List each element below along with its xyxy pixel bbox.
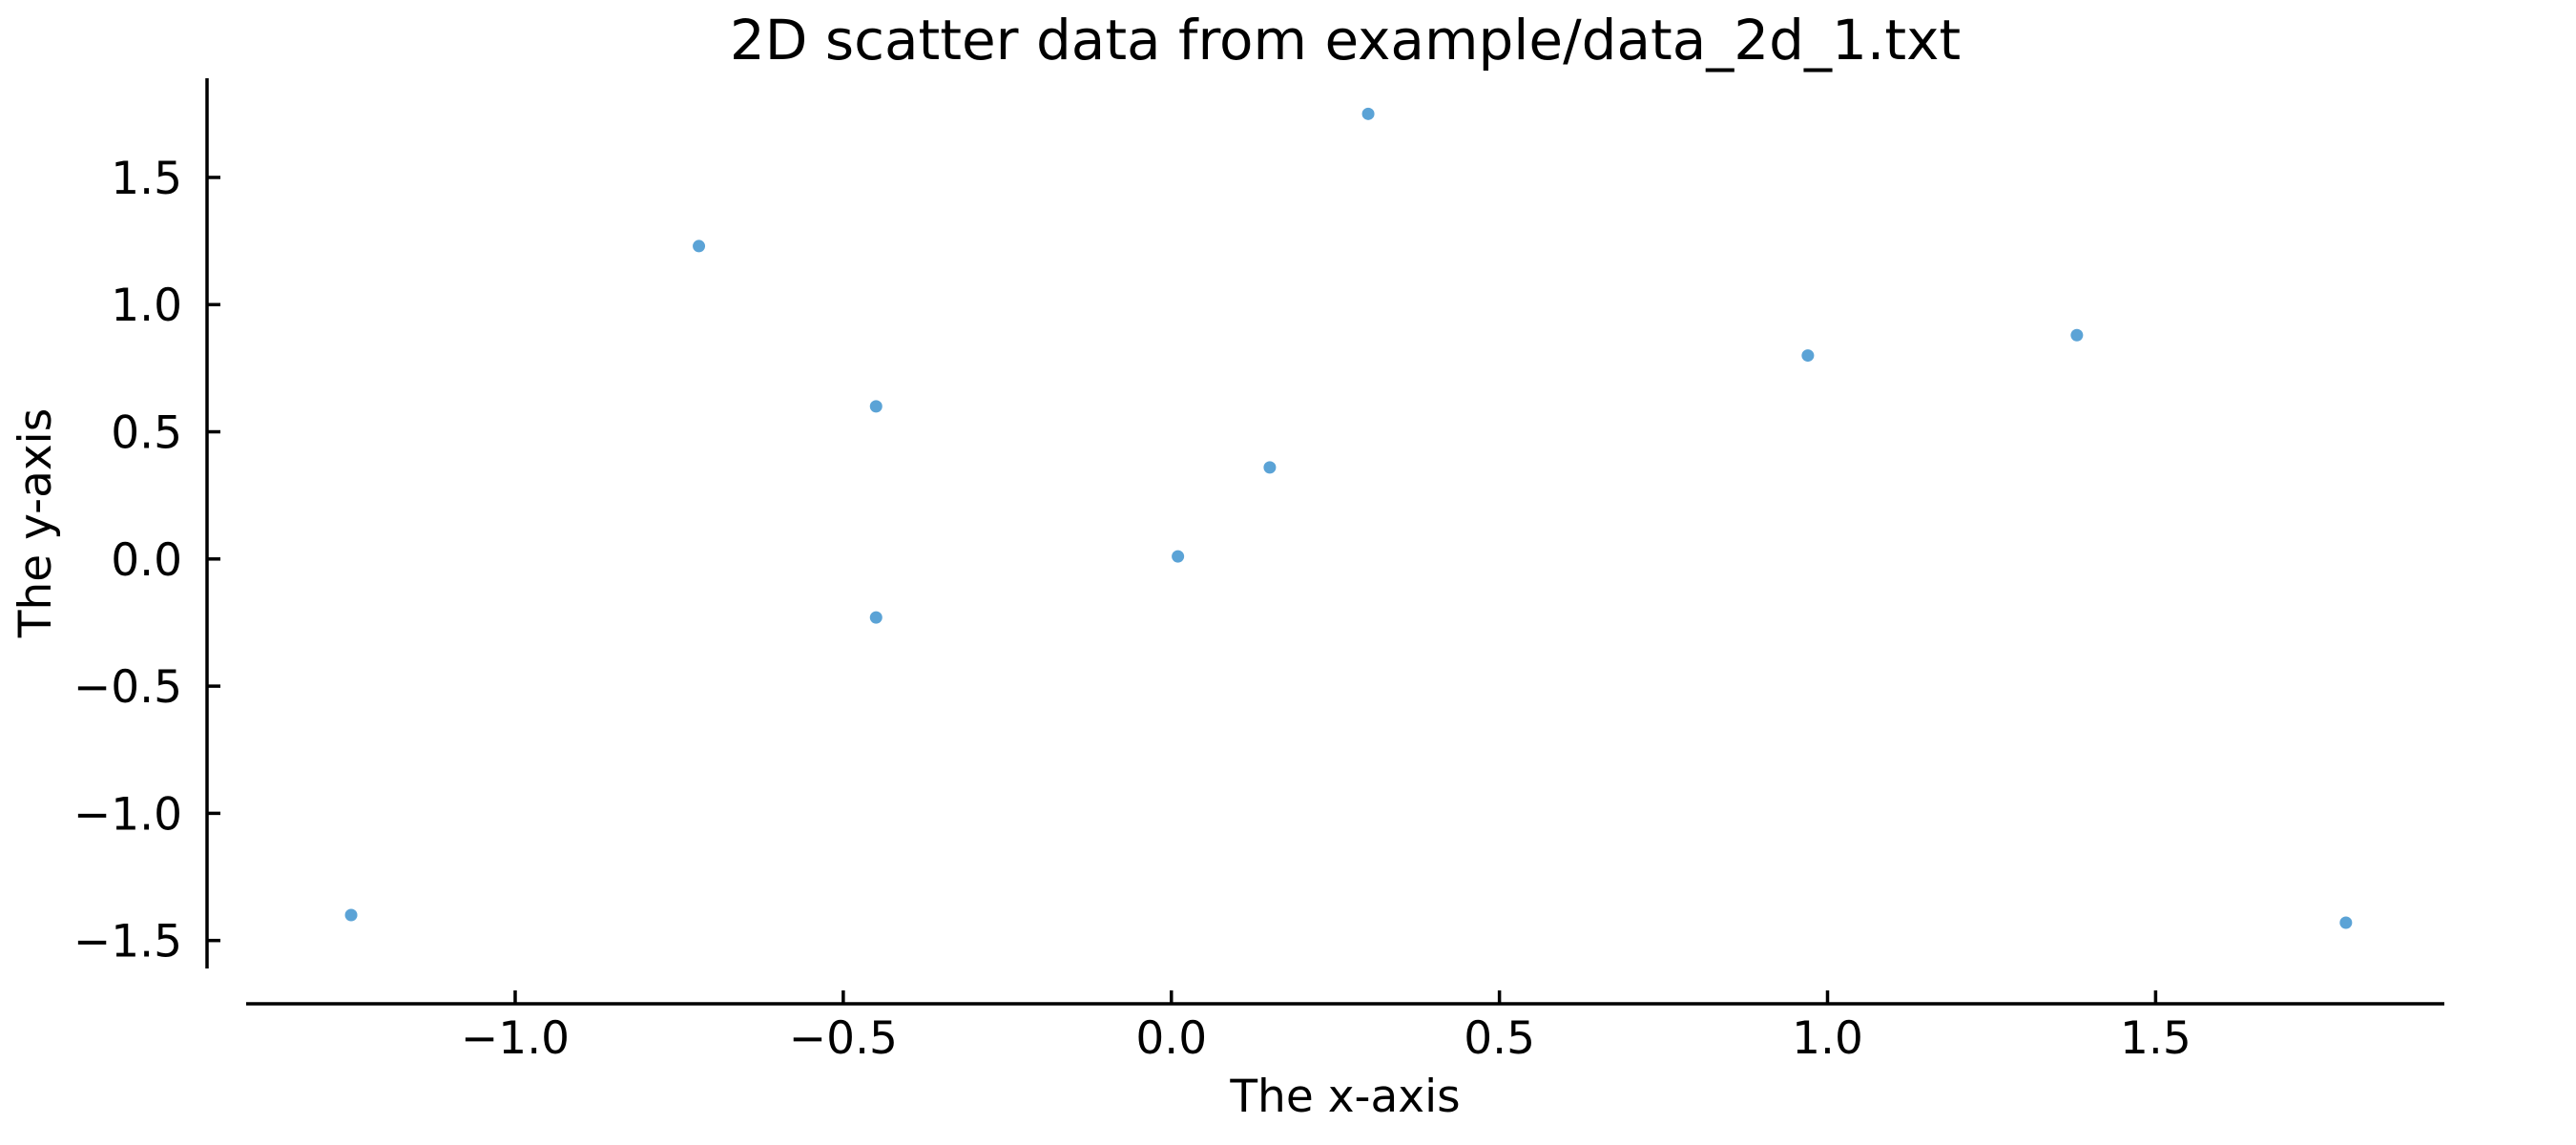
y-tick-label: 1.5 [111,153,182,205]
x-tick-label: −0.5 [789,1012,898,1065]
scatter-point [1801,349,1815,363]
scatter-point [1263,461,1277,474]
y-tick-label: 1.0 [111,280,182,332]
y-tick-label: −0.5 [73,661,182,714]
y-tick-label: 0.5 [111,407,182,460]
y-axis-ticks: 1.5 1.0 0.5 0.0 −0.5 −1.0 −1.5 [73,153,220,968]
x-axis-ticks: −1.0 −0.5 0.0 0.5 1.0 1.5 [461,990,2192,1065]
scatter-point [2070,328,2084,342]
scatter-point [869,400,883,413]
x-axis-label: The x-axis [1229,1071,1460,1123]
scatter-point [1361,107,1375,120]
chart-title: 2D scatter data from example/data_2d_1.t… [730,8,1961,73]
scatter-point [869,611,883,624]
y-tick-label: −1.5 [73,916,182,968]
data-points [344,107,2353,929]
scatter-point [693,239,706,253]
x-tick-label: 0.5 [1464,1012,1535,1065]
x-tick-label: 1.5 [2120,1012,2192,1065]
scatter-point [2339,916,2353,929]
x-tick-label: −1.0 [461,1012,570,1065]
scatter-point [344,908,358,922]
x-tick-label: 0.0 [1135,1012,1207,1065]
scatter-point [1172,550,1185,563]
y-axis-label: The y-axis [10,408,62,638]
y-tick-label: 0.0 [111,534,182,587]
y-tick-label: −1.0 [73,788,182,841]
x-tick-label: 1.0 [1792,1012,1863,1065]
